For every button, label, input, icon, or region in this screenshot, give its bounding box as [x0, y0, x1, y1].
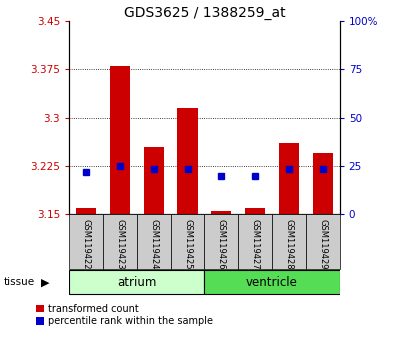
- Bar: [143, 147, 164, 214]
- Text: ▶: ▶: [41, 277, 50, 287]
- Bar: [205, 270, 340, 294]
- Text: GSM119426: GSM119426: [217, 218, 226, 269]
- Text: ventricle: ventricle: [246, 276, 298, 289]
- Legend: transformed count, percentile rank within the sample: transformed count, percentile rank withi…: [36, 304, 213, 326]
- Bar: [177, 108, 198, 214]
- Bar: [245, 208, 265, 214]
- Text: GSM119425: GSM119425: [183, 218, 192, 269]
- Bar: [103, 214, 137, 269]
- Text: GSM119427: GSM119427: [251, 218, 260, 269]
- Bar: [211, 211, 231, 214]
- Bar: [76, 208, 96, 214]
- Text: GSM119422: GSM119422: [81, 218, 90, 269]
- Bar: [110, 66, 130, 214]
- Bar: [272, 214, 306, 269]
- Bar: [69, 270, 205, 294]
- Bar: [137, 214, 171, 269]
- Bar: [171, 214, 205, 269]
- Bar: [306, 214, 340, 269]
- Bar: [238, 214, 272, 269]
- Text: atrium: atrium: [117, 276, 156, 289]
- Text: GSM119428: GSM119428: [284, 218, 293, 269]
- Bar: [69, 214, 103, 269]
- Title: GDS3625 / 1388259_at: GDS3625 / 1388259_at: [124, 6, 285, 20]
- Bar: [205, 214, 238, 269]
- Text: GSM119424: GSM119424: [149, 218, 158, 269]
- Bar: [279, 143, 299, 214]
- Text: GSM119429: GSM119429: [318, 218, 327, 269]
- Text: tissue: tissue: [4, 277, 35, 287]
- Text: GSM119423: GSM119423: [115, 218, 124, 269]
- Bar: [313, 153, 333, 214]
